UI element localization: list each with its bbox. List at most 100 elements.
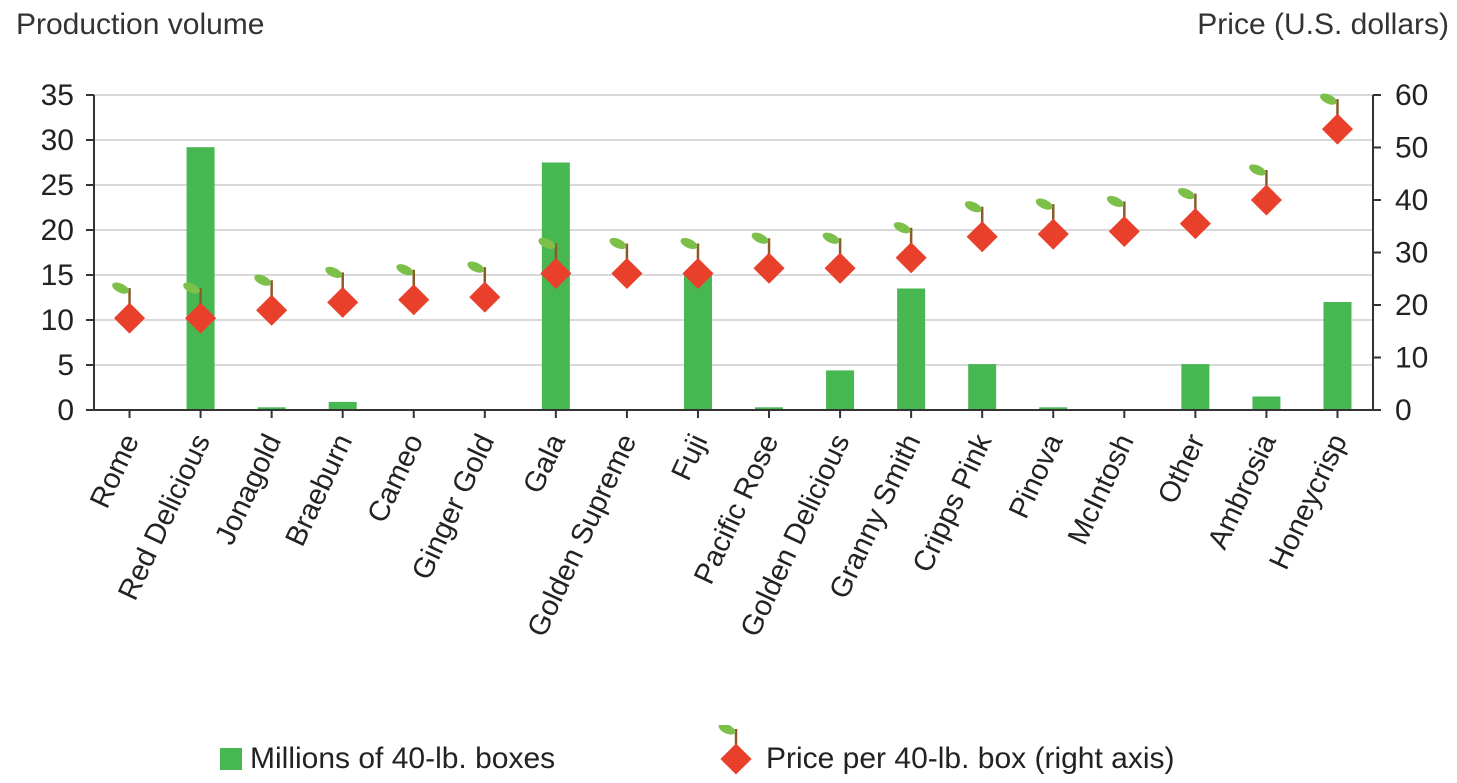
price-marker [396, 264, 430, 316]
marker-body [720, 743, 752, 775]
marker-leaf [822, 232, 840, 244]
right-tick-label: 10 [1395, 342, 1428, 375]
marker-body [966, 221, 998, 253]
left-axis-title: Production volume [16, 8, 265, 41]
right-tick-label: 0 [1395, 394, 1412, 427]
gridlines [94, 94, 1373, 366]
legend-volume-label: Millions of 40-lb. boxes [250, 742, 556, 775]
left-tick-label: 30 [41, 124, 74, 157]
marker-body [1250, 184, 1282, 216]
price-marker [718, 725, 752, 775]
bar [328, 401, 357, 410]
legend-price-label: Price per 40-lb. box (right axis) [766, 742, 1175, 775]
price-marker [112, 282, 146, 334]
marker-leaf [183, 282, 200, 294]
marker-leaf [1320, 93, 1337, 105]
price-marker [254, 274, 288, 326]
marker-body [1108, 215, 1140, 248]
bar [257, 407, 286, 410]
category-label: Braeburn [280, 429, 359, 551]
category-label: Gala [517, 429, 572, 499]
price-marker [1035, 198, 1069, 250]
right-tick-label: 50 [1395, 132, 1428, 165]
marker-leaf [964, 201, 982, 213]
right-tick-label: 30 [1395, 237, 1428, 270]
left-tick-label: 15 [41, 259, 74, 292]
bar [826, 370, 855, 410]
marker-body [824, 252, 856, 284]
category-label: Cameo [362, 429, 431, 527]
marker-body [1179, 208, 1211, 240]
axes: 0 5 10 15 20 25 30 35 0 10 20 30 40 50 60 [41, 79, 1429, 427]
price-marker [325, 266, 359, 318]
left-tick-label: 35 [41, 79, 74, 112]
marker-leaf [680, 237, 698, 250]
marker-leaf [325, 266, 343, 278]
category-label: Ambrosia [1202, 429, 1283, 554]
price-series [112, 93, 1354, 334]
price-marker [893, 222, 927, 274]
price-marker [1106, 195, 1140, 248]
marker-body [1037, 218, 1069, 250]
bar [897, 288, 926, 410]
marker-leaf [396, 264, 414, 276]
category-label: Fuji [666, 429, 715, 485]
legend-item-price: Price per 40-lb. box (right axis) [712, 725, 1175, 776]
marker-body [753, 252, 785, 284]
marker-body [185, 302, 217, 334]
right-tick-label: 40 [1395, 184, 1428, 217]
legend-item-volume: Millions of 40-lb. boxes [220, 742, 555, 776]
category-label: Jonagold [209, 429, 288, 549]
price-marker [1249, 164, 1282, 216]
marker-body [256, 294, 288, 326]
marker-leaf [1035, 198, 1053, 210]
price-marker [964, 201, 998, 253]
bar [755, 407, 784, 410]
marker-leaf [1106, 195, 1124, 208]
bar [1252, 396, 1281, 410]
price-marker [609, 237, 643, 290]
category-label: Pinova [1003, 429, 1070, 524]
marker-body [611, 257, 643, 290]
left-tick-label: 10 [41, 304, 74, 337]
marker-leaf [538, 237, 556, 250]
marker-body [895, 242, 927, 274]
bar [683, 275, 712, 410]
legend-bar-swatch [220, 748, 242, 770]
price-marker [1320, 93, 1354, 145]
marker-leaf [1249, 164, 1266, 176]
category-label: Rome [84, 429, 146, 513]
marker-leaf [1177, 188, 1195, 200]
category-label: McIntosh [1062, 429, 1141, 549]
left-tick-label: 5 [57, 349, 74, 382]
marker-leaf [751, 232, 769, 244]
marker-body [113, 302, 146, 334]
apple-marker-icon [718, 725, 752, 775]
right-tick-label: 20 [1395, 289, 1428, 322]
bar [186, 147, 215, 410]
marker-body [327, 286, 359, 318]
marker-leaf [609, 237, 627, 250]
marker-leaf [112, 282, 129, 294]
marker-leaf [467, 261, 485, 273]
price-marker [1177, 188, 1211, 240]
marker-leaf [254, 274, 272, 286]
right-axis-title: Price (U.S. dollars) [1197, 8, 1449, 41]
price-marker [467, 261, 501, 313]
bar [1181, 364, 1210, 410]
bar [968, 364, 997, 410]
bar [1039, 407, 1068, 410]
marker-body [469, 281, 501, 313]
marker-body [398, 284, 430, 316]
right-tick-label: 60 [1395, 79, 1428, 112]
bar [1323, 302, 1352, 410]
price-marker [183, 282, 217, 334]
marker-leaf [718, 725, 736, 735]
marker-leaf [893, 222, 911, 234]
left-tick-label: 20 [41, 214, 74, 247]
left-tick-label: 25 [41, 169, 74, 202]
category-label: Other [1152, 429, 1212, 509]
left-tick-label: 0 [57, 394, 74, 427]
